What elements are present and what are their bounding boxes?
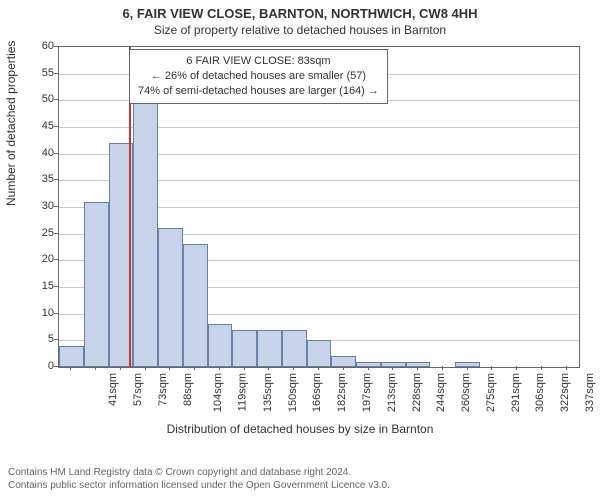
y-tick-label: 5: [24, 333, 54, 345]
x-tick-mark: [467, 366, 468, 370]
x-tick-mark: [70, 366, 71, 370]
y-tick-label: 60: [24, 40, 54, 52]
x-tick-label: 275sqm: [485, 373, 497, 412]
y-tick-label: 45: [24, 120, 54, 132]
annotation-box: 6 FAIR VIEW CLOSE: 83sqm ← 26% of detach…: [129, 49, 388, 104]
x-tick-label: 337sqm: [584, 373, 596, 412]
y-tick-label: 50: [24, 93, 54, 105]
y-tick-label: 10: [24, 307, 54, 319]
y-tick-mark: [54, 153, 58, 154]
y-tick-mark: [54, 313, 58, 314]
histogram-bar: [331, 356, 356, 367]
x-tick-mark: [566, 366, 567, 370]
y-tick-mark: [54, 126, 58, 127]
x-tick-mark: [95, 366, 96, 370]
x-tick-label: 88sqm: [182, 373, 194, 406]
x-tick-label: 228sqm: [411, 373, 423, 412]
histogram-bar: [59, 346, 84, 367]
x-tick-label: 213sqm: [386, 373, 398, 412]
x-tick-label: 73sqm: [157, 373, 169, 406]
x-tick-label: 41sqm: [107, 373, 119, 406]
histogram-bar: [158, 228, 183, 367]
x-tick-label: 244sqm: [435, 373, 447, 412]
y-tick-mark: [54, 179, 58, 180]
y-tick-label: 40: [24, 147, 54, 159]
x-axis-label: Distribution of detached houses by size …: [0, 422, 600, 436]
x-tick-mark: [244, 366, 245, 370]
y-tick-mark: [54, 286, 58, 287]
y-tick-label: 15: [24, 280, 54, 292]
y-tick-label: 55: [24, 67, 54, 79]
y-tick-mark: [54, 366, 58, 367]
histogram-bar: [257, 330, 282, 367]
y-axis-label: Number of detached properties: [4, 41, 18, 206]
x-tick-mark: [343, 366, 344, 370]
x-tick-mark: [368, 366, 369, 370]
x-tick-mark: [169, 366, 170, 370]
y-tick-mark: [54, 73, 58, 74]
x-tick-mark: [442, 366, 443, 370]
page-subtitle: Size of property relative to detached ho…: [0, 23, 600, 37]
y-tick-mark: [54, 339, 58, 340]
histogram-chart: 6 FAIR VIEW CLOSE: 83sqm ← 26% of detach…: [58, 46, 580, 368]
x-tick-mark: [516, 366, 517, 370]
histogram-bar: [183, 244, 208, 367]
histogram-bar: [307, 340, 332, 367]
y-tick-label: 25: [24, 227, 54, 239]
y-tick-label: 30: [24, 200, 54, 212]
y-tick-mark: [54, 259, 58, 260]
y-tick-mark: [54, 99, 58, 100]
x-tick-mark: [120, 366, 121, 370]
histogram-bar: [455, 362, 480, 367]
x-tick-mark: [219, 366, 220, 370]
footer-line: Contains HM Land Registry data © Crown c…: [8, 466, 390, 479]
x-tick-label: 135sqm: [262, 373, 274, 412]
histogram-bar: [356, 362, 381, 367]
x-tick-mark: [318, 366, 319, 370]
footer-line: Contains public sector information licen…: [8, 479, 390, 492]
y-tick-label: 35: [24, 173, 54, 185]
y-tick-mark: [54, 233, 58, 234]
x-tick-label: 150sqm: [287, 373, 299, 412]
histogram-bar: [133, 95, 158, 367]
y-tick-mark: [54, 46, 58, 47]
page-title: 6, FAIR VIEW CLOSE, BARNTON, NORTHWICH, …: [0, 0, 600, 21]
x-tick-mark: [491, 366, 492, 370]
x-tick-label: 291sqm: [510, 373, 522, 412]
x-tick-mark: [145, 366, 146, 370]
x-tick-label: 166sqm: [312, 373, 324, 412]
x-tick-label: 260sqm: [460, 373, 472, 412]
x-tick-label: 182sqm: [336, 373, 348, 412]
x-tick-label: 57sqm: [132, 373, 144, 406]
annotation-line: ← 26% of detached houses are smaller (57…: [138, 69, 379, 84]
histogram-bar: [282, 330, 307, 367]
footer-attribution: Contains HM Land Registry data © Crown c…: [8, 466, 390, 492]
x-tick-mark: [293, 366, 294, 370]
y-tick-label: 0: [24, 360, 54, 372]
x-tick-mark: [417, 366, 418, 370]
x-tick-mark: [392, 366, 393, 370]
x-tick-label: 104sqm: [213, 373, 225, 412]
histogram-bar: [84, 202, 109, 367]
x-tick-label: 306sqm: [534, 373, 546, 412]
annotation-line: 6 FAIR VIEW CLOSE: 83sqm: [138, 54, 379, 69]
x-tick-mark: [194, 366, 195, 370]
histogram-bar: [232, 330, 257, 367]
y-tick-label: 20: [24, 253, 54, 265]
x-tick-mark: [268, 366, 269, 370]
x-tick-label: 119sqm: [237, 373, 249, 411]
annotation-line: 74% of semi-detached houses are larger (…: [138, 84, 379, 99]
x-tick-label: 322sqm: [559, 373, 571, 412]
y-tick-mark: [54, 206, 58, 207]
histogram-bar: [208, 324, 233, 367]
x-tick-mark: [541, 366, 542, 370]
x-tick-label: 197sqm: [361, 373, 373, 412]
